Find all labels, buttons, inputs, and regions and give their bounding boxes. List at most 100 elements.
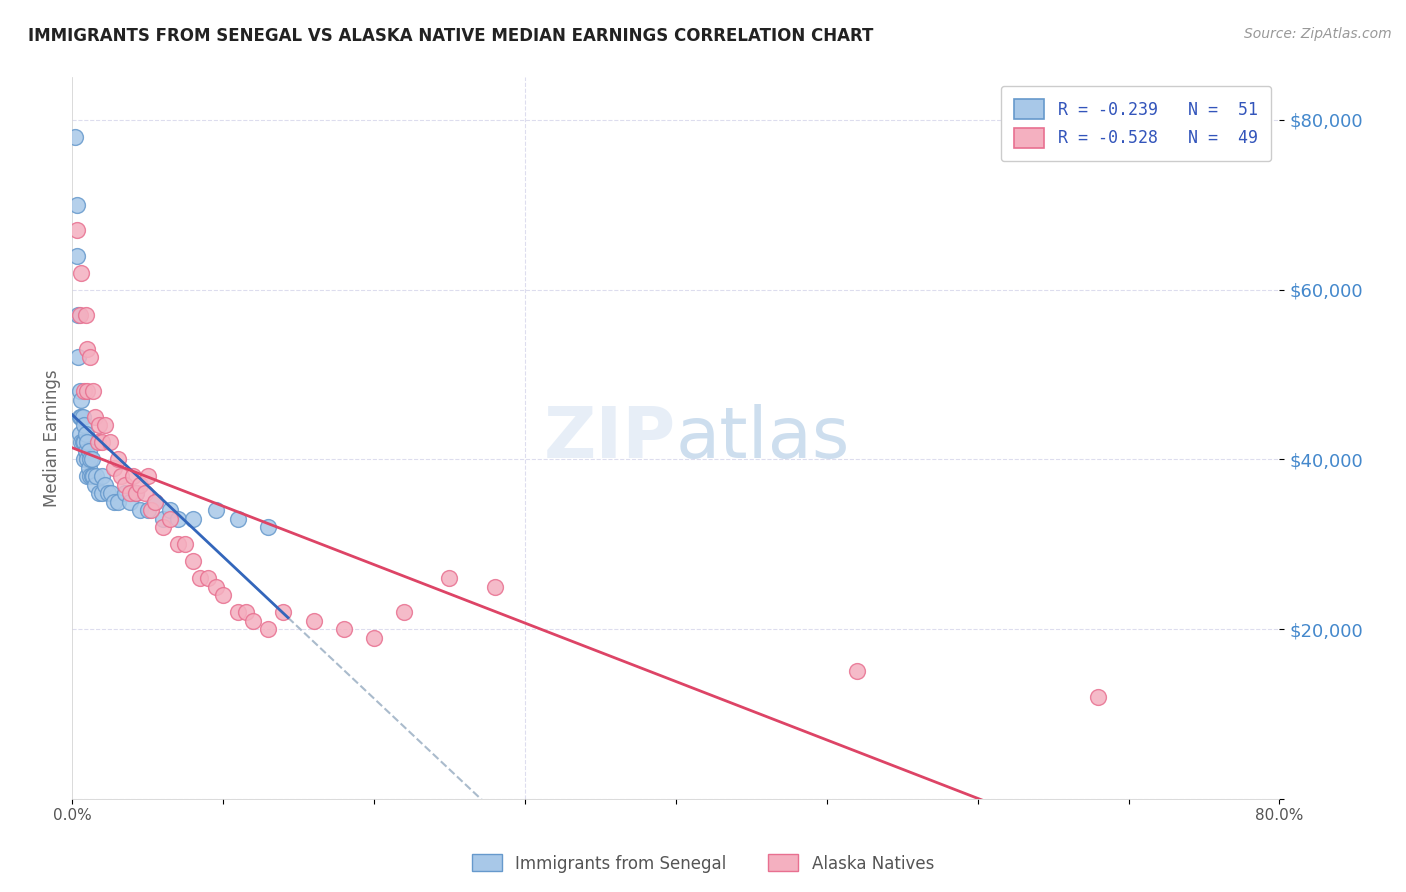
Point bbox=[75, 308, 97, 322]
Point bbox=[257, 622, 280, 636]
Point bbox=[69, 308, 91, 322]
Point bbox=[159, 512, 181, 526]
Point bbox=[107, 494, 129, 508]
Point bbox=[181, 554, 204, 568]
Point bbox=[174, 537, 197, 551]
Legend: R = -0.239   N =  51, R = -0.528   N =  49: R = -0.239 N = 51, R = -0.528 N = 49 bbox=[1001, 86, 1271, 161]
Point bbox=[87, 435, 110, 450]
Point bbox=[91, 486, 114, 500]
Point bbox=[242, 614, 264, 628]
Point bbox=[89, 486, 111, 500]
Point bbox=[143, 494, 166, 508]
Point bbox=[204, 580, 226, 594]
Point bbox=[70, 409, 93, 424]
Point bbox=[97, 486, 120, 500]
Point bbox=[118, 494, 141, 508]
Point bbox=[103, 460, 125, 475]
Point bbox=[167, 512, 190, 526]
Point bbox=[70, 266, 93, 280]
Point bbox=[114, 477, 136, 491]
Point bbox=[235, 605, 257, 619]
Point bbox=[129, 477, 152, 491]
Point bbox=[70, 435, 93, 450]
Point bbox=[124, 486, 146, 500]
Point bbox=[363, 631, 385, 645]
Point bbox=[190, 571, 212, 585]
Point bbox=[73, 435, 96, 450]
Point bbox=[76, 342, 98, 356]
Point bbox=[66, 223, 89, 237]
Point bbox=[67, 351, 90, 365]
Point bbox=[76, 469, 98, 483]
Point bbox=[69, 384, 91, 399]
Point bbox=[89, 418, 111, 433]
Point bbox=[226, 605, 249, 619]
Point bbox=[136, 469, 159, 483]
Point bbox=[484, 580, 506, 594]
Point bbox=[72, 435, 94, 450]
Point bbox=[91, 469, 114, 483]
Point bbox=[152, 520, 174, 534]
Point bbox=[65, 129, 87, 144]
Point bbox=[76, 384, 98, 399]
Point bbox=[73, 384, 96, 399]
Legend: Immigrants from Senegal, Alaska Natives: Immigrants from Senegal, Alaska Natives bbox=[465, 847, 941, 880]
Point bbox=[124, 486, 146, 500]
Point bbox=[73, 452, 96, 467]
Point bbox=[152, 512, 174, 526]
Point bbox=[75, 426, 97, 441]
Point bbox=[79, 351, 101, 365]
Point bbox=[91, 435, 114, 450]
Point bbox=[76, 452, 98, 467]
Text: ZIP: ZIP bbox=[544, 403, 676, 473]
Point bbox=[273, 605, 295, 619]
Point bbox=[139, 503, 162, 517]
Text: IMMIGRANTS FROM SENEGAL VS ALASKA NATIVE MEDIAN EARNINGS CORRELATION CHART: IMMIGRANTS FROM SENEGAL VS ALASKA NATIVE… bbox=[28, 27, 873, 45]
Point bbox=[226, 512, 249, 526]
Point bbox=[83, 477, 105, 491]
Point bbox=[143, 494, 166, 508]
Point bbox=[79, 469, 101, 483]
Point bbox=[80, 469, 103, 483]
Point bbox=[76, 435, 98, 450]
Point bbox=[75, 443, 97, 458]
Point bbox=[181, 512, 204, 526]
Point bbox=[67, 308, 90, 322]
Point bbox=[845, 665, 868, 679]
Y-axis label: Median Earnings: Median Earnings bbox=[44, 369, 60, 507]
Point bbox=[86, 469, 108, 483]
Point bbox=[94, 418, 117, 433]
Point bbox=[66, 198, 89, 212]
Point bbox=[212, 588, 235, 602]
Point bbox=[121, 469, 143, 483]
Point bbox=[204, 503, 226, 517]
Point bbox=[392, 605, 415, 619]
Point bbox=[159, 503, 181, 517]
Point bbox=[83, 409, 105, 424]
Point bbox=[257, 520, 280, 534]
Point bbox=[197, 571, 219, 585]
Point bbox=[110, 469, 132, 483]
Point bbox=[82, 469, 104, 483]
Point bbox=[333, 622, 356, 636]
Point bbox=[94, 477, 117, 491]
Point bbox=[107, 452, 129, 467]
Point bbox=[129, 503, 152, 517]
Point bbox=[66, 249, 89, 263]
Point bbox=[98, 435, 121, 450]
Point bbox=[79, 452, 101, 467]
Text: atlas: atlas bbox=[676, 403, 851, 473]
Point bbox=[103, 494, 125, 508]
Point bbox=[73, 418, 96, 433]
Point bbox=[100, 486, 122, 500]
Point bbox=[70, 392, 93, 407]
Text: Source: ZipAtlas.com: Source: ZipAtlas.com bbox=[1244, 27, 1392, 41]
Point bbox=[77, 443, 100, 458]
Point bbox=[72, 409, 94, 424]
Point bbox=[77, 460, 100, 475]
Point bbox=[439, 571, 461, 585]
Point bbox=[302, 614, 325, 628]
Point bbox=[136, 503, 159, 517]
Point bbox=[82, 384, 104, 399]
Point bbox=[134, 486, 156, 500]
